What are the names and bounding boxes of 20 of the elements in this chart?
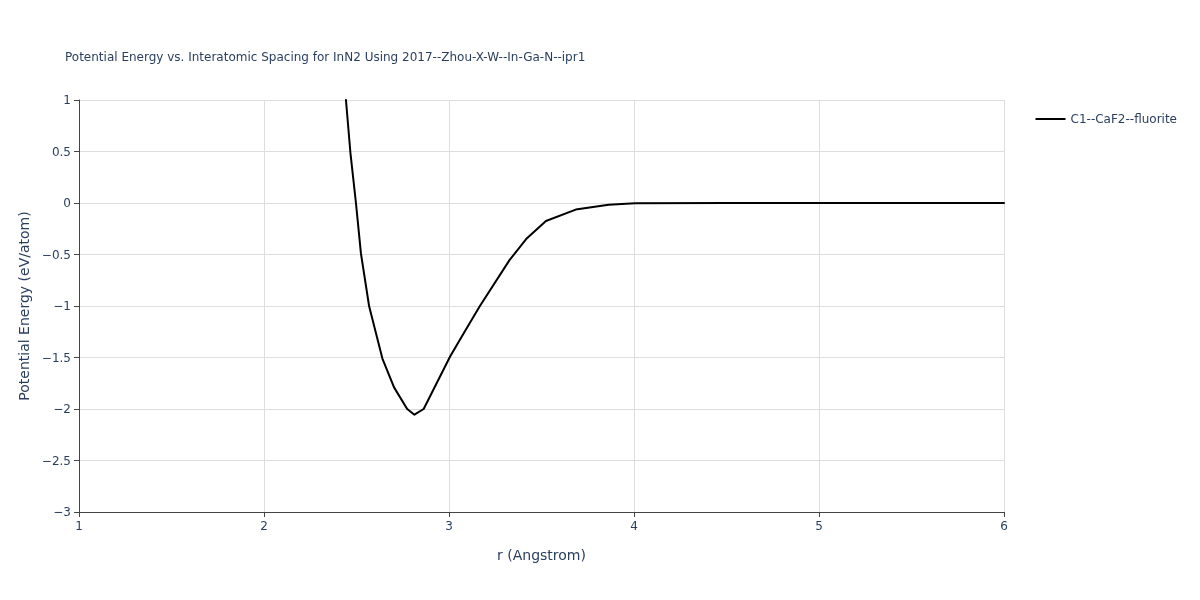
y-tick-label: −1	[53, 299, 71, 313]
x-tick-label: 3	[445, 519, 453, 533]
y-tick-label: −1.5	[41, 350, 71, 365]
x-tick-label: 5	[815, 519, 823, 533]
y-tick-label: −0.5	[41, 247, 71, 262]
y-tick-label: 1	[63, 93, 71, 107]
x-tick-label: 6	[1000, 519, 1008, 533]
y-tick-label: −3	[53, 505, 71, 519]
line-series	[344, 99, 1005, 416]
y-axis-title: Potential Energy (eV/atom)	[15, 211, 32, 401]
x-tick-label: 4	[630, 519, 638, 533]
chart-title: Potential Energy vs. Interatomic Spacing for InN2 Using 2017--Zhou-X-W--In-Ga-N--ipr1	[65, 50, 586, 64]
x-tick-label: 1	[75, 519, 83, 533]
y-tick-label: −2	[53, 402, 71, 416]
x-tick-label: 2	[260, 519, 268, 533]
legend-label: C1--CaF2--fluorite	[1070, 112, 1177, 126]
y-tick-label: 0.5	[51, 144, 71, 159]
x-axis-title: r (Angstrom)	[497, 547, 586, 563]
y-tick-label: 0	[63, 196, 71, 210]
y-tick-label: −2.5	[41, 453, 71, 468]
